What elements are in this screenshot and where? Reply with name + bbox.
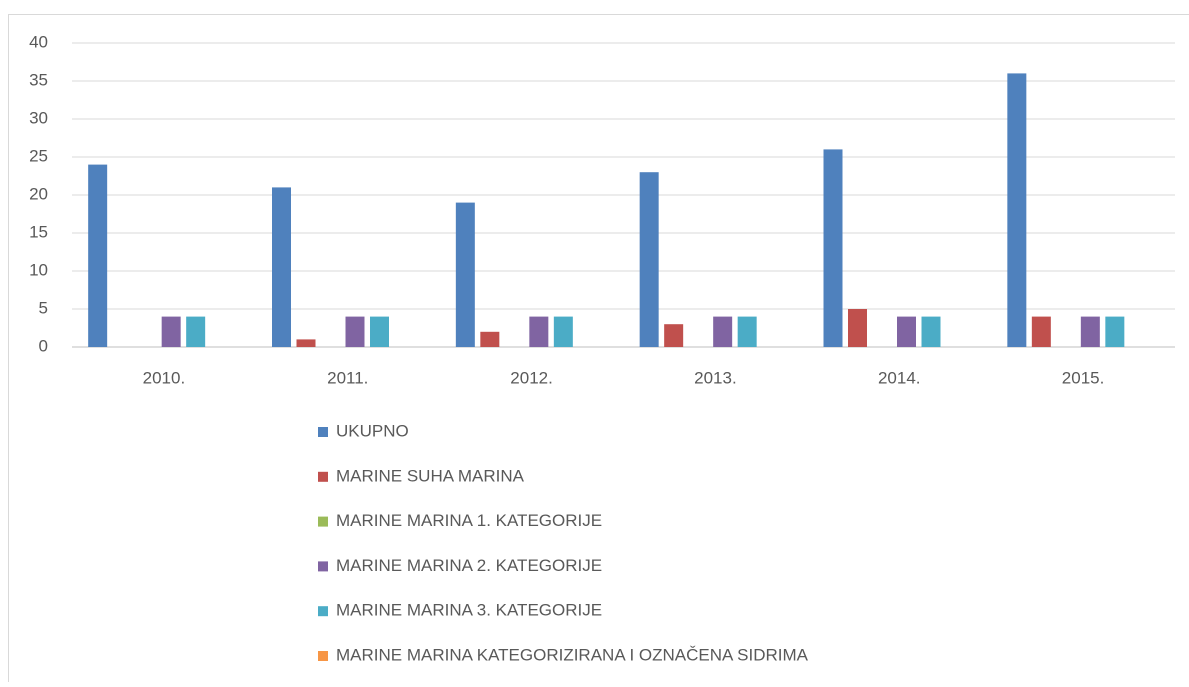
bar [272, 187, 291, 347]
legend-label: MARINE MARINA 1. KATEGORIJE [336, 511, 602, 530]
bar [297, 339, 316, 347]
bar [456, 203, 475, 347]
bar [554, 317, 573, 347]
x-tick-label: 2015. [1062, 368, 1105, 387]
bar [186, 317, 205, 347]
bar [1007, 73, 1026, 347]
legend-label: MARINE MARINA 3. KATEGORIJE [336, 601, 602, 620]
bar [370, 317, 389, 347]
legend-label: MARINE MARINA KATEGORIZIRANA I OZNAČENA … [336, 645, 809, 664]
bar [640, 172, 659, 347]
legend-swatch [318, 472, 328, 482]
legend-label: MARINE MARINA 2. KATEGORIJE [336, 556, 602, 575]
y-tick-label: 35 [29, 70, 48, 89]
legend-swatch [318, 427, 328, 437]
x-tick-label: 2014. [878, 368, 921, 387]
bar [713, 317, 732, 347]
x-tick-label: 2012. [510, 368, 553, 387]
legend-label: UKUPNO [336, 421, 409, 440]
x-tick-label: 2011. [327, 368, 368, 387]
legend-swatch [318, 651, 328, 661]
bar [1081, 317, 1100, 347]
bar [346, 317, 365, 347]
bar [848, 309, 867, 347]
y-tick-label: 0 [39, 336, 48, 355]
legend-swatch [318, 561, 328, 571]
y-tick-label: 40 [29, 32, 48, 51]
legend-swatch [318, 517, 328, 527]
bar [897, 317, 916, 347]
bar [824, 149, 843, 347]
bar [1105, 317, 1124, 347]
bar [480, 332, 499, 347]
x-tick-label: 2013. [694, 368, 737, 387]
y-tick-label: 5 [39, 298, 48, 317]
bar [1032, 317, 1051, 347]
y-tick-label: 25 [29, 146, 48, 165]
bar [922, 317, 941, 347]
y-tick-label: 10 [29, 260, 48, 279]
y-tick-label: 15 [29, 222, 48, 241]
bar [664, 324, 683, 347]
y-tick-label: 30 [29, 108, 48, 127]
bar [88, 165, 107, 347]
bar [529, 317, 548, 347]
legend-label: MARINE SUHA MARINA [336, 466, 525, 485]
x-tick-label: 2010. [143, 368, 186, 387]
bar [738, 317, 757, 347]
legend-swatch [318, 606, 328, 616]
y-tick-label: 20 [29, 184, 48, 203]
bar [162, 317, 181, 347]
